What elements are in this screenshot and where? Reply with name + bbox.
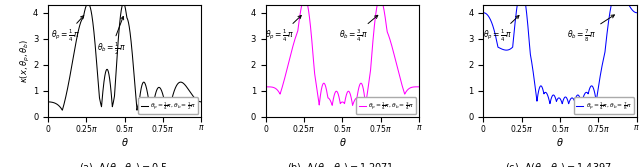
Y-axis label: $\kappa(x, \theta_p, \theta_b)$: $\kappa(x, \theta_p, \theta_b)$ bbox=[19, 39, 31, 83]
Text: $\theta_p = \frac{1}{4}\pi$: $\theta_p = \frac{1}{4}\pi$ bbox=[265, 16, 301, 44]
Text: $\theta_p = \frac{1}{4}\pi$: $\theta_p = \frac{1}{4}\pi$ bbox=[483, 16, 519, 44]
Text: $\theta_p = \frac{1}{4}\pi$: $\theta_p = \frac{1}{4}\pi$ bbox=[51, 16, 84, 44]
X-axis label: $\theta$: $\theta$ bbox=[339, 136, 346, 147]
Text: (a)  $\Delta\left(\theta_p, \theta_b\right) = 0.5.$: (a) $\Delta\left(\theta_p, \theta_b\righ… bbox=[79, 162, 170, 167]
X-axis label: $\theta$: $\theta$ bbox=[556, 136, 564, 147]
Text: $\theta_b = \frac{1}{2}\pi$: $\theta_b = \frac{1}{2}\pi$ bbox=[97, 16, 125, 57]
X-axis label: $\theta$: $\theta$ bbox=[121, 136, 129, 147]
Legend: $\theta_p = \frac{1}{4}\pi, \theta_b = \frac{1}{2}\pi$: $\theta_p = \frac{1}{4}\pi, \theta_b = \… bbox=[138, 98, 198, 114]
Legend: $\theta_p = \frac{1}{4}\pi, \theta_b = \frac{7}{8}\pi$: $\theta_p = \frac{1}{4}\pi, \theta_b = \… bbox=[574, 98, 634, 114]
Text: (b)  $\Delta\left(\theta_p, \theta_b\right) = 1.2071.$: (b) $\Delta\left(\theta_p, \theta_b\righ… bbox=[287, 162, 397, 167]
Legend: $\theta_p = \frac{1}{4}\pi, \theta_b = \frac{3}{4}\pi$: $\theta_p = \frac{1}{4}\pi, \theta_b = \… bbox=[356, 98, 416, 114]
Text: $\theta_b = \frac{3}{4}\pi$: $\theta_b = \frac{3}{4}\pi$ bbox=[339, 15, 378, 44]
Text: (c)  $\Delta\left(\theta_p, \theta_b\right) = 1.4397.$: (c) $\Delta\left(\theta_p, \theta_b\righ… bbox=[505, 162, 615, 167]
Text: $\theta_b = \frac{7}{8}\pi$: $\theta_b = \frac{7}{8}\pi$ bbox=[567, 15, 614, 44]
